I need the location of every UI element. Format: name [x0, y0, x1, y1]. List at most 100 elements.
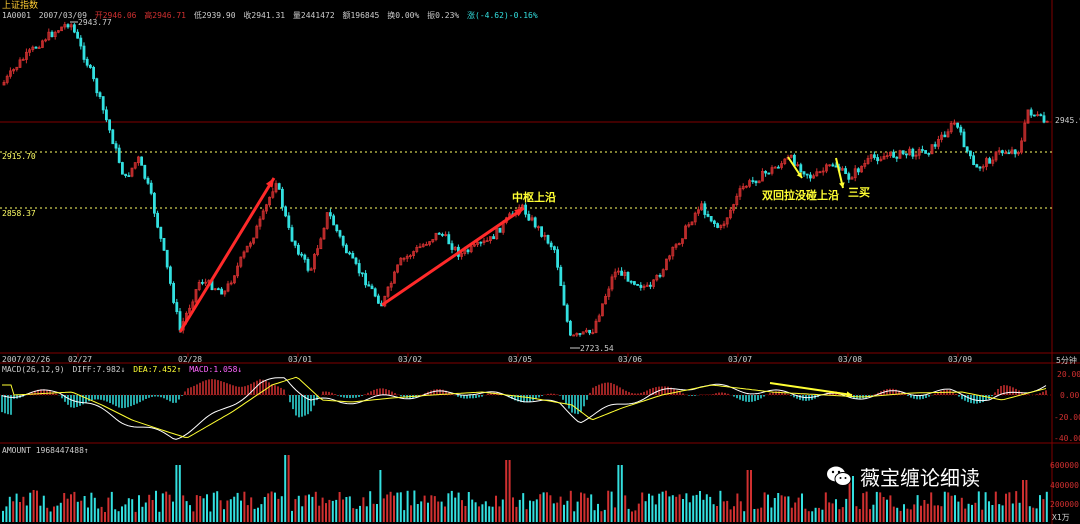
macd-label: MACD(26,12,9) — [2, 365, 65, 374]
candle-body — [981, 166, 985, 169]
candle-body — [293, 240, 297, 246]
candle-body — [617, 270, 620, 273]
candle-body — [418, 246, 422, 249]
macd-tick-1: 0.00 — [1060, 391, 1080, 400]
candle-body — [399, 257, 403, 266]
candle-body — [242, 251, 246, 258]
candle-body — [309, 268, 313, 271]
candle-body — [796, 164, 799, 167]
candle-body — [569, 320, 572, 336]
candle-body — [962, 131, 966, 148]
candle-body — [847, 173, 851, 180]
candle-body — [424, 243, 428, 246]
info-date: 2007/03/09 — [38, 11, 87, 20]
candle-body — [63, 24, 67, 28]
candle-body — [482, 240, 486, 243]
candle-body — [745, 185, 748, 188]
candle-body — [1017, 151, 1020, 155]
candle-body — [172, 282, 176, 303]
macd-tick-0: 20.00 — [1057, 370, 1080, 379]
wechat-icon — [827, 466, 852, 486]
candle-body — [296, 244, 300, 255]
candle-body — [498, 227, 502, 233]
candle-body — [236, 265, 240, 277]
annotation-double-back: 双回拉没碰上沿 — [762, 189, 839, 202]
info-change: 涨(-4.62)-0.16% — [467, 11, 538, 20]
candle-body — [623, 271, 627, 276]
candle-body — [415, 246, 419, 252]
candle-body — [357, 263, 361, 274]
candle-body — [828, 164, 831, 167]
candle-body — [802, 171, 806, 175]
ohlc-info-bar: 1A0001 2007/03/09 开2946.06 高2946.71 低293… — [2, 11, 541, 21]
candle-body — [76, 31, 79, 39]
candle-body — [162, 237, 166, 251]
candle-body — [831, 164, 835, 167]
candle-body — [248, 242, 252, 247]
candle-body — [319, 238, 323, 250]
candle-body — [149, 182, 153, 194]
candle-body — [873, 154, 876, 158]
candle-body — [869, 154, 873, 159]
candle-body — [290, 227, 294, 242]
candle-body — [585, 329, 588, 333]
candle-body — [991, 159, 995, 164]
candle-body — [69, 24, 73, 28]
candle-body — [485, 240, 489, 243]
candle-body — [687, 224, 691, 227]
candle-body — [479, 241, 483, 244]
candle-body — [53, 31, 57, 37]
candle-body — [661, 269, 665, 277]
candle-body — [588, 329, 591, 334]
candle-body — [124, 173, 127, 176]
candle-body — [895, 156, 899, 159]
candle-body — [601, 303, 604, 317]
candle-body — [773, 166, 777, 169]
candle-body — [834, 165, 838, 168]
info-close: 收2941.31 — [243, 11, 286, 20]
candle-body — [885, 155, 889, 158]
candle-body — [748, 180, 751, 187]
candle-body — [607, 288, 611, 297]
candle-body — [1013, 149, 1017, 155]
candle-body — [428, 241, 432, 245]
candle-body — [1029, 109, 1033, 116]
candle-body — [527, 213, 531, 221]
candle-body — [629, 280, 633, 283]
time-axis-label: 2007/02/26 — [2, 355, 51, 364]
candle-body — [21, 59, 25, 61]
candle-body — [188, 307, 192, 314]
amount-unit: X1万 — [1052, 513, 1070, 522]
candle-body — [354, 257, 358, 264]
candle-body — [719, 225, 723, 229]
candle-body — [610, 276, 614, 290]
macd-info-bar: MACD(26,12,9) DIFF:7.982↓ DEA:7.452↑ MAC… — [2, 365, 245, 375]
candle-body — [325, 212, 329, 229]
time-axis-label: 02/27 — [68, 355, 93, 364]
candle-body — [15, 66, 19, 70]
candle-body — [431, 239, 435, 243]
period-label[interactable]: 5分钟 — [1056, 356, 1077, 365]
candle-body — [757, 180, 761, 184]
candle-body — [344, 244, 348, 254]
candle-body — [725, 217, 729, 225]
candle-body — [645, 284, 649, 287]
candle-body — [216, 288, 220, 291]
candle-body — [777, 166, 780, 169]
time-axis-label: 03/01 — [288, 355, 313, 364]
macd-dea-line — [2, 376, 1047, 438]
time-axis-label: 03/09 — [948, 355, 973, 364]
candle-body — [460, 253, 464, 257]
candle-body — [988, 158, 991, 164]
candle-body — [1026, 109, 1030, 124]
candle-body — [367, 284, 371, 287]
candle-body — [2, 82, 6, 86]
candle-body — [901, 150, 905, 155]
candle-body — [194, 289, 198, 303]
candle-body — [146, 177, 150, 184]
candle-body — [549, 242, 553, 248]
candle-body — [613, 271, 617, 278]
candle-body — [8, 70, 12, 77]
candle-body — [271, 191, 275, 198]
